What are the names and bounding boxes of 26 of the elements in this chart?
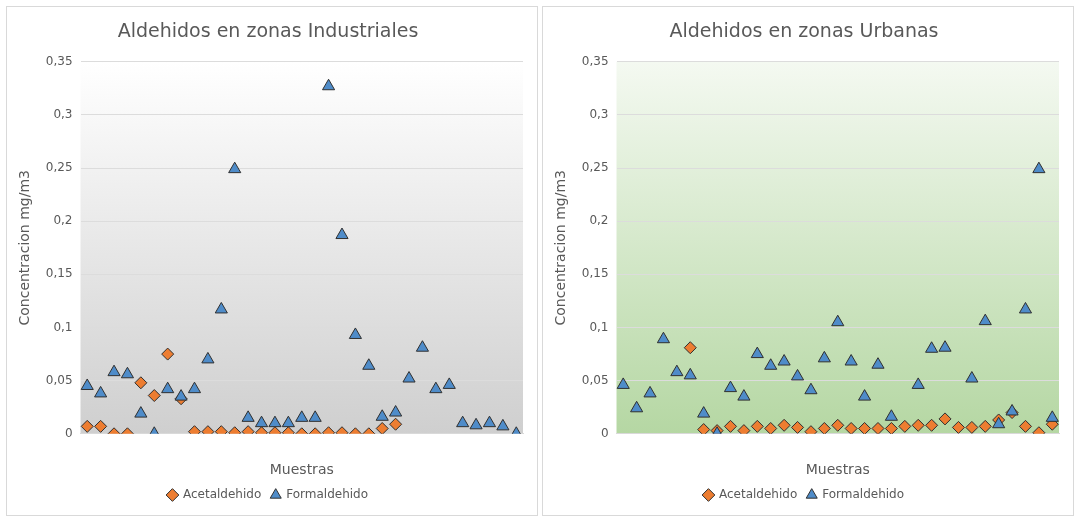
- y-tick-label: 0,35: [45, 53, 73, 68]
- y-tick-label: 0: [64, 425, 73, 440]
- y-tick-label: 0,2: [53, 213, 73, 228]
- legend-label: Formaldehido: [822, 487, 905, 502]
- legend-label: Acetaldehido: [718, 487, 798, 502]
- chart-title: Aldehidos en zonas Industriales: [117, 19, 419, 42]
- y-tick-label: 0,15: [45, 266, 73, 281]
- chart-title: Aldehidos en zonas Urbanas: [669, 19, 939, 42]
- y-tick-label: 0,25: [45, 160, 73, 175]
- y-tick-label: 0,25: [581, 160, 609, 175]
- y-tick-label: 0,15: [581, 266, 609, 281]
- y-axis-title: Concentracion mg/m3: [552, 170, 569, 326]
- y-tick-label: 0,2: [589, 213, 609, 228]
- y-axis-title: Concentracion mg/m3: [16, 170, 33, 326]
- y-tick-label: 0,1: [53, 319, 73, 334]
- x-axis-title: Muestras: [269, 461, 334, 478]
- y-tick-label: 0,3: [53, 107, 73, 122]
- y-tick-label: 0,35: [581, 53, 609, 68]
- legend-label: Formaldehido: [286, 487, 369, 502]
- y-tick-label: 0,05: [45, 372, 73, 387]
- x-axis-title: Muestras: [805, 461, 870, 478]
- y-tick-label: 0,05: [581, 372, 609, 387]
- y-tick-label: 0,1: [589, 319, 609, 334]
- y-tick-label: 0,3: [589, 107, 609, 122]
- y-tick-label: 0: [600, 425, 609, 440]
- legend-label: Acetaldehido: [182, 487, 262, 502]
